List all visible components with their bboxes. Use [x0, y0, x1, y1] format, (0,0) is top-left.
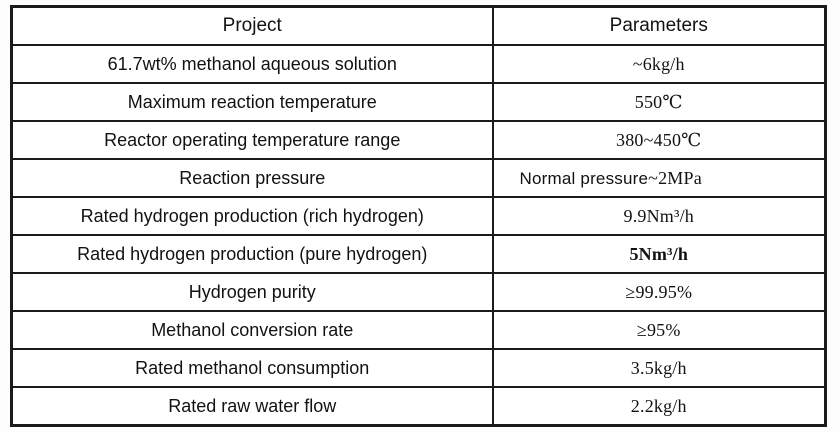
parameter-cell: Normal pressure~2MPa [491, 158, 827, 198]
project-cell: 61.7wt% methanol aqueous solution [10, 44, 494, 84]
table-row: Maximum reaction temperature 550℃ [10, 82, 827, 122]
spec-table: Project Parameters 61.7wt% methanol aque… [10, 5, 827, 427]
project-cell: Hydrogen purity [10, 272, 494, 312]
header-project-cell: Project [10, 5, 494, 46]
project-cell: Reactor operating temperature range [10, 120, 494, 160]
table-row: Rated methanol consumption 3.5kg/h [10, 348, 827, 388]
header-row: Project Parameters [10, 5, 827, 46]
project-cell: Reaction pressure [10, 158, 494, 198]
table-row: Hydrogen purity ≥99.95% [10, 272, 827, 312]
header-parameters-cell: Parameters [491, 5, 827, 46]
parameter-cell: ≥95% [491, 310, 827, 350]
project-cell: Methanol conversion rate [10, 310, 494, 350]
table-row: Reaction pressure Normal pressure~2MPa [10, 158, 827, 198]
parameter-cell: 9.9Nm³/h [491, 196, 827, 236]
parameter-cell: ≥99.95% [491, 272, 827, 312]
project-cell: Rated hydrogen production (rich hydrogen… [10, 196, 494, 236]
project-cell: Maximum reaction temperature [10, 82, 494, 122]
parameter-cell: 5Nm³/h [491, 234, 827, 274]
table-row: Rated hydrogen production (pure hydrogen… [10, 234, 827, 274]
parameter-cell: 3.5kg/h [491, 348, 827, 388]
project-cell: Rated hydrogen production (pure hydrogen… [10, 234, 494, 274]
spec-table-container: Project Parameters 61.7wt% methanol aque… [10, 5, 827, 427]
parameter-prefix: Normal pressure [519, 168, 649, 188]
table-row: 61.7wt% methanol aqueous solution ~6kg/h [10, 44, 827, 84]
table-row: Rated raw water flow 2.2kg/h [10, 386, 827, 427]
table-row: Rated hydrogen production (rich hydrogen… [10, 196, 827, 236]
parameter-cell: 2.2kg/h [491, 386, 827, 427]
table-row: Reactor operating temperature range 380~… [10, 120, 827, 160]
parameter-cell: ~6kg/h [491, 44, 827, 84]
table-row: Methanol conversion rate ≥95% [10, 310, 827, 350]
project-cell: Rated methanol consumption [10, 348, 494, 388]
parameter-cell: 550℃ [491, 82, 827, 122]
parameter-suffix: ~2MPa [648, 167, 702, 188]
project-cell: Rated raw water flow [10, 386, 494, 427]
parameter-cell: 380~450℃ [491, 120, 827, 160]
